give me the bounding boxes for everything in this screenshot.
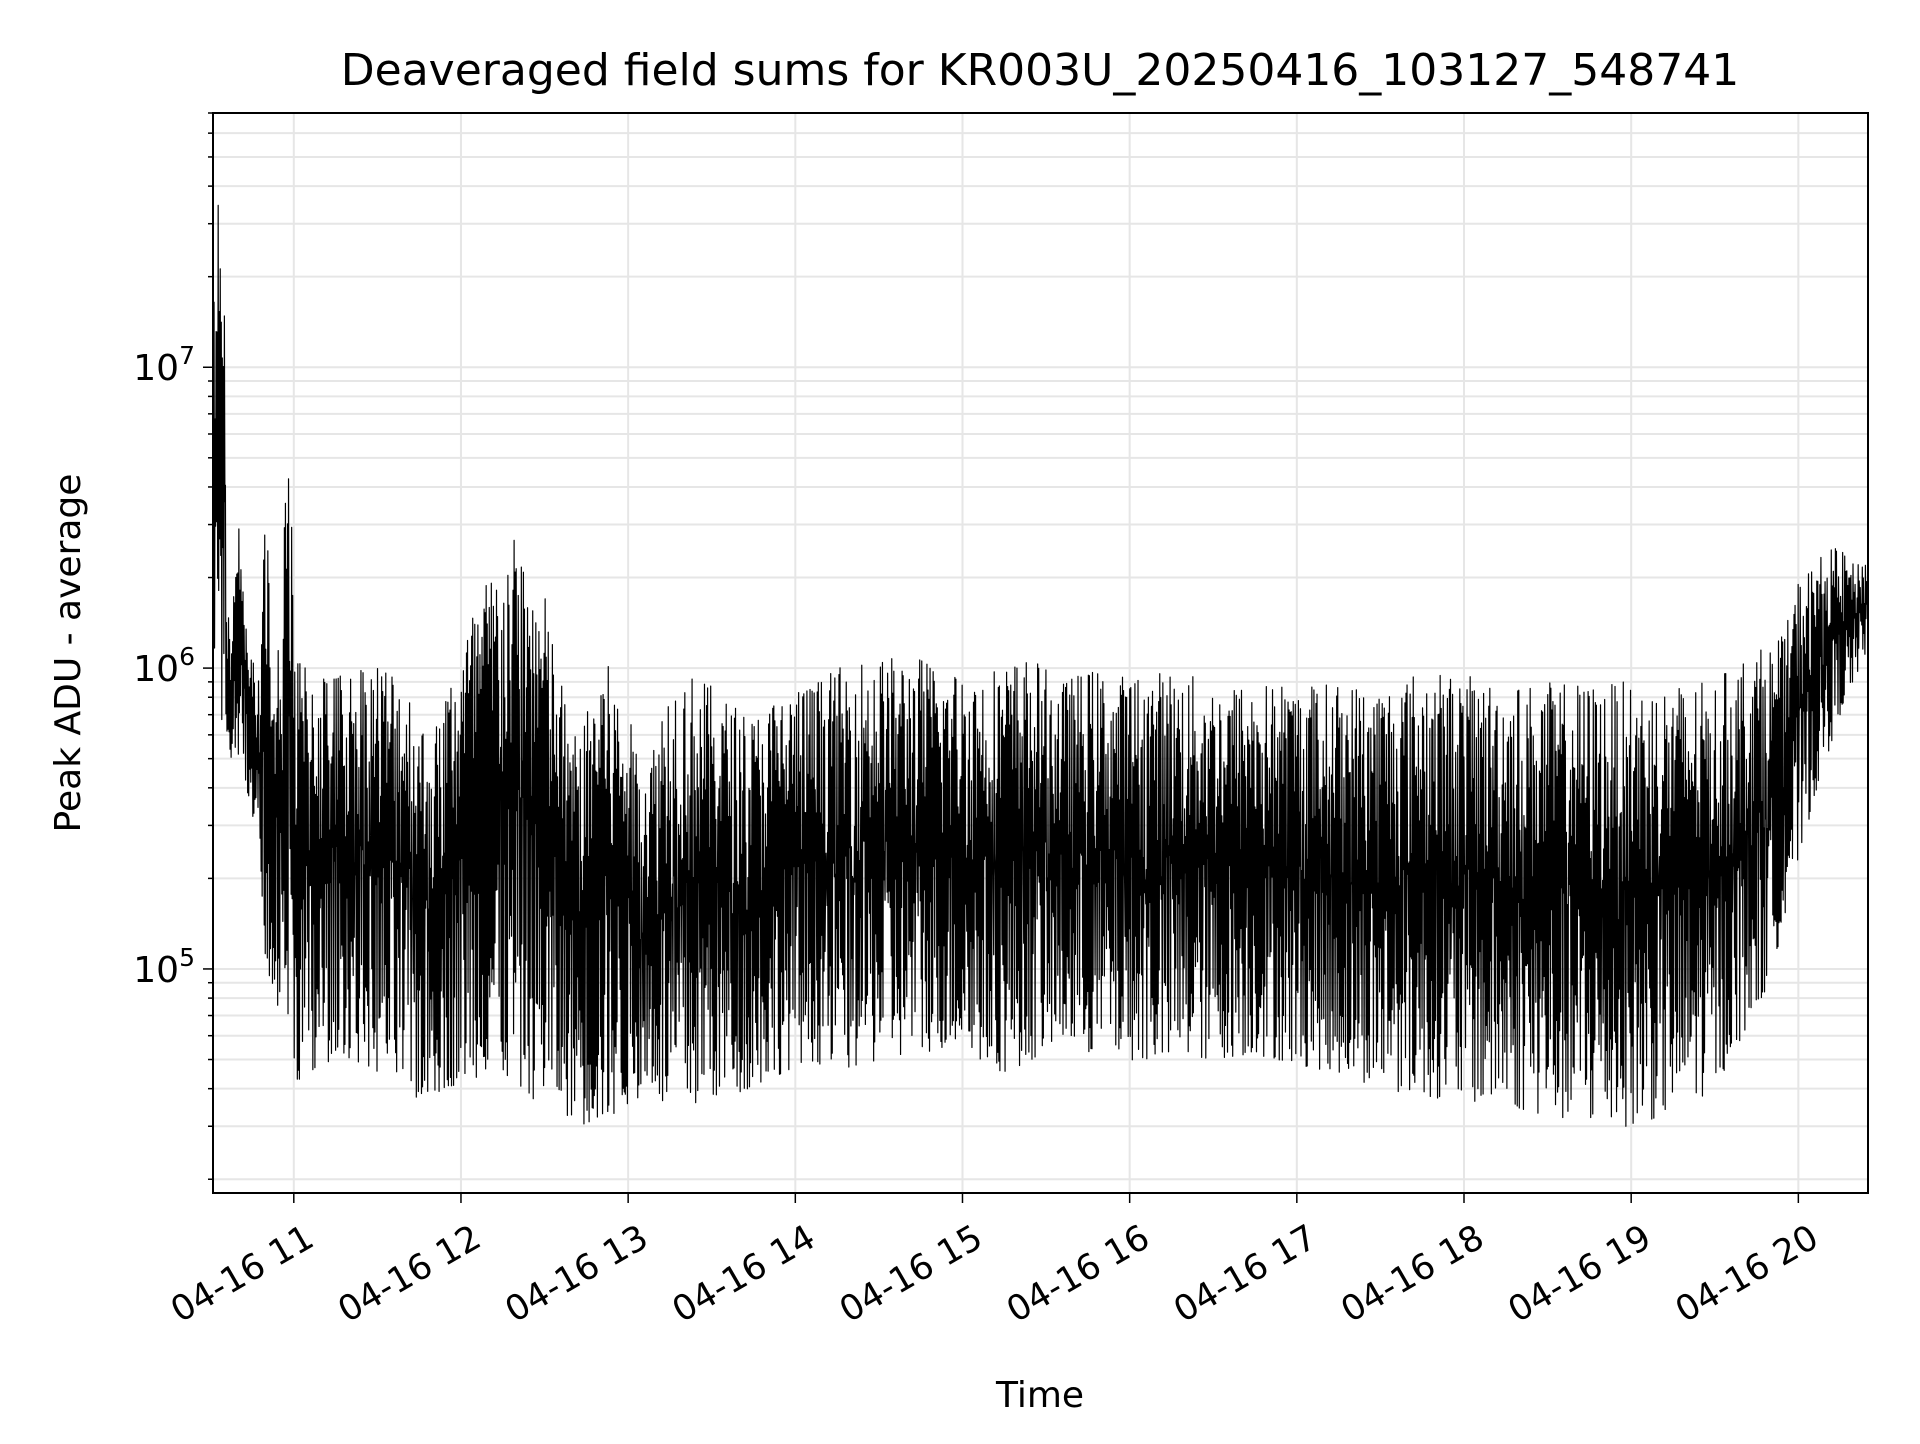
plot-frame — [212, 112, 1869, 1194]
y-tick-label: 106 — [133, 642, 195, 690]
y-tick-label: 105 — [133, 943, 195, 991]
y-axis-label: Peak ADU - average — [48, 474, 89, 833]
trace-layer — [212, 204, 1869, 1127]
x-axis-label: Time — [995, 1375, 1084, 1416]
data-trace — [212, 204, 1869, 1127]
chart-title: Deaveraged field sums for KR003U_2025041… — [341, 45, 1739, 96]
y-tick-label: 107 — [133, 341, 195, 389]
